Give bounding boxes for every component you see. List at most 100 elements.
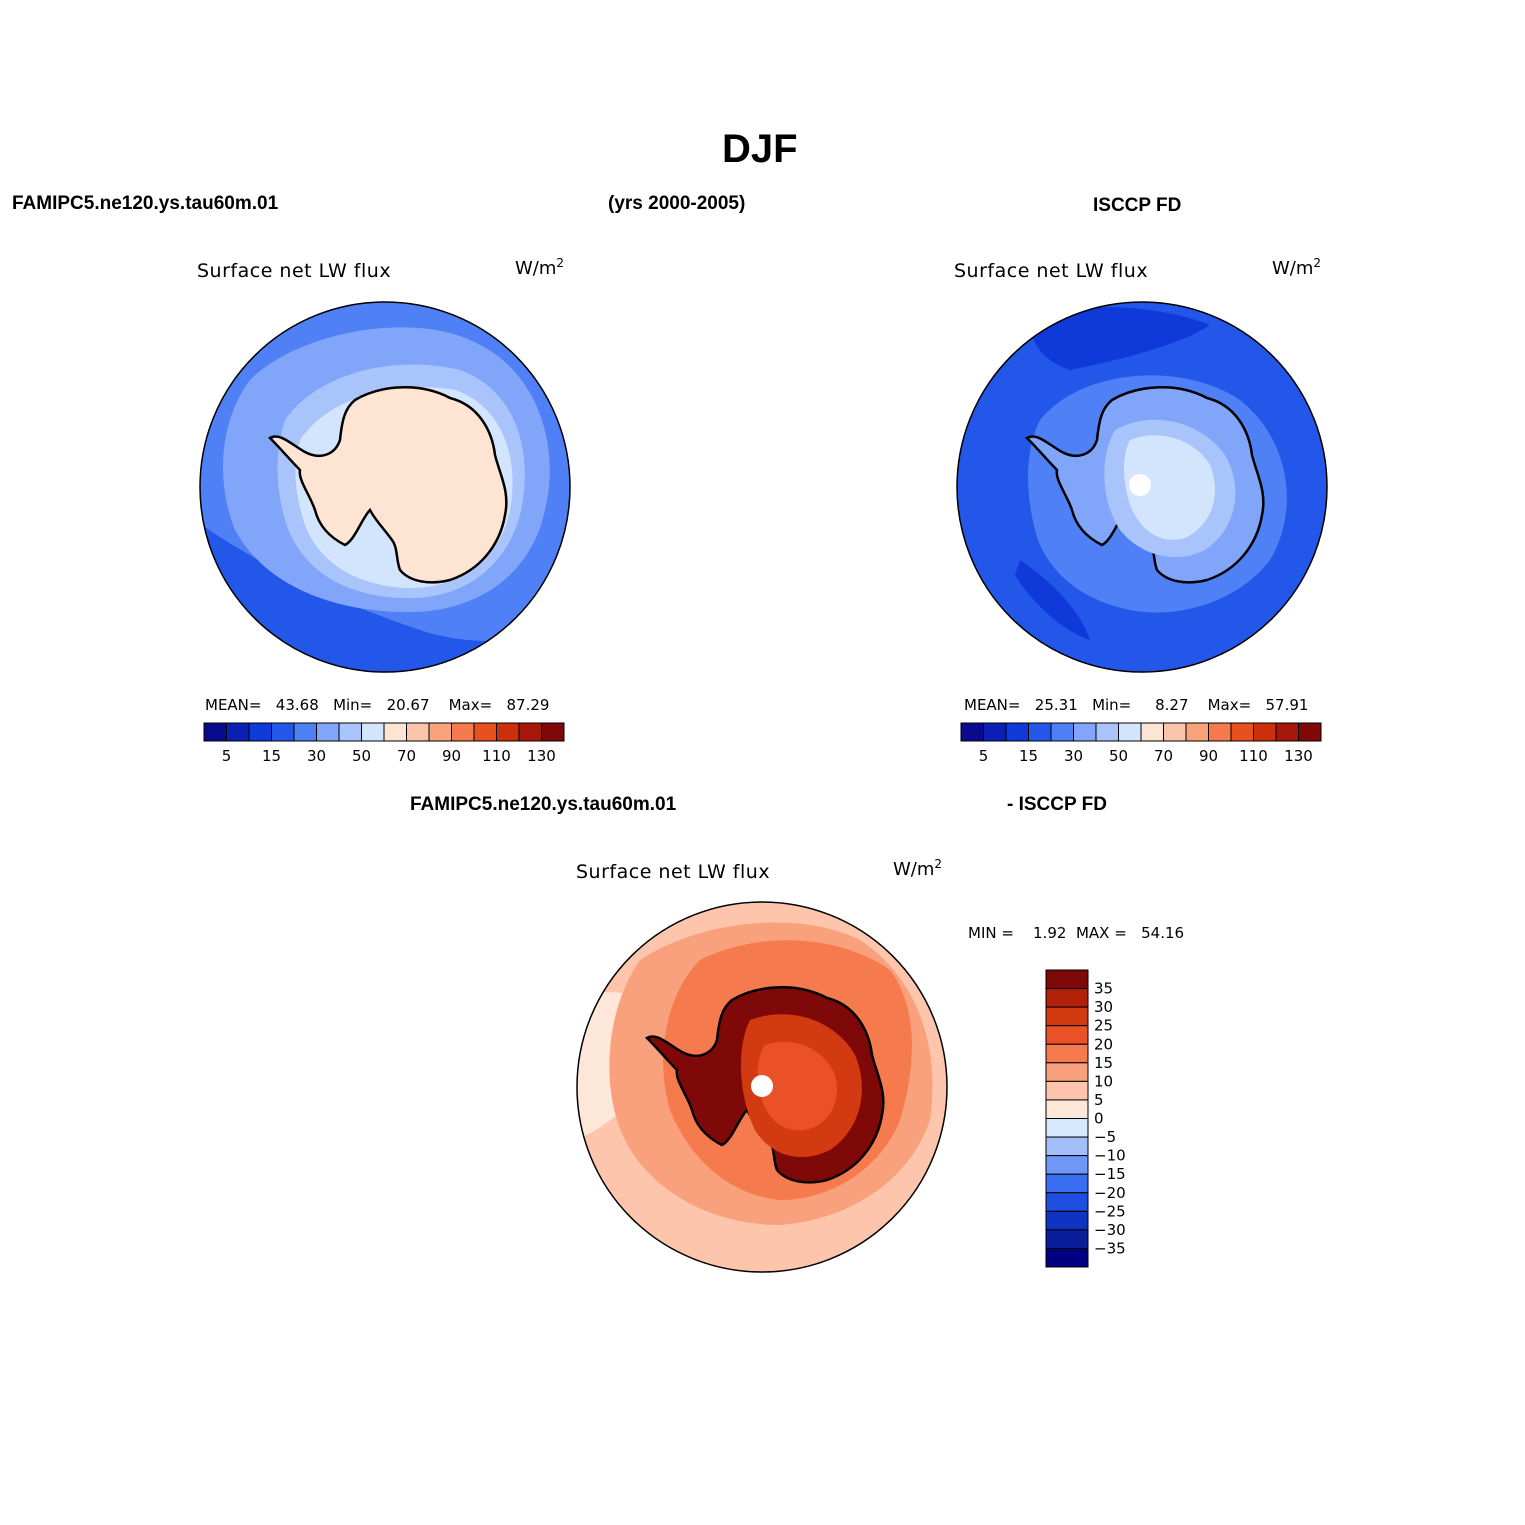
colorbar-model-cell <box>226 722 250 742</box>
colorbar-obs-cell <box>1118 722 1142 742</box>
colorbar-obs-cell <box>1005 722 1029 742</box>
map-model-darker-ocean <box>200 520 570 672</box>
colorbar-model-cell <box>541 722 565 742</box>
colorbar-diff-tick-label: −5 <box>1094 1128 1116 1146</box>
colorbar-diff-tick-label: −20 <box>1094 1184 1126 1202</box>
panel-obs-units: W/m2 <box>1272 256 1322 279</box>
colorbar-obs-cell <box>960 722 984 742</box>
colorbar-obs-cell <box>1253 722 1277 742</box>
colorbar-diff-cell <box>1045 1136 1089 1157</box>
years-label: (yrs 2000-2005) <box>608 193 746 214</box>
colorbar-model-cell <box>473 722 497 742</box>
colorbar-diff-tick-label: 5 <box>1094 1091 1104 1109</box>
colorbar-diff-tick-label: 20 <box>1094 1035 1113 1053</box>
map-diff <box>576 901 948 1273</box>
map-diff-polar-plateau <box>757 1041 837 1131</box>
colorbar-obs-tick-label: 70 <box>1154 747 1173 765</box>
colorbar-obs-cell <box>1185 722 1209 742</box>
colorbar-diff-tick-label: −15 <box>1094 1165 1126 1183</box>
colorbar-model-tick-label: 70 <box>397 747 416 765</box>
colorbar-diff-cell <box>1045 969 1089 990</box>
panel-model-stats: MEAN= 43.68 Min= 20.67 Max= 87.29 <box>205 696 550 714</box>
colorbar-obs: 5 15 30 50 70 90 110 130 <box>960 722 1322 765</box>
colorbar-diff-cell <box>1045 1155 1089 1175</box>
panel-diff-units: W/m2 <box>893 857 943 880</box>
colorbar-diff-cell <box>1045 1099 1089 1119</box>
diff-model-label: FAMIPC5.ne120.ys.tau60m.01 <box>410 794 677 815</box>
colorbar-obs-tick-label: 50 <box>1109 747 1128 765</box>
colorbar-model-tick-label: 5 <box>222 747 232 765</box>
colorbar-model-tick-label: 130 <box>527 747 556 765</box>
colorbar-obs-cell <box>1208 722 1232 742</box>
colorbar-model-tick-label: 30 <box>307 747 326 765</box>
colorbar-obs-tick-label: 130 <box>1284 747 1313 765</box>
colorbar-model-tick-label: 15 <box>262 747 281 765</box>
colorbar-model-cell <box>248 722 272 742</box>
colorbar-model-cell <box>451 722 475 742</box>
colorbar-obs-cell <box>1073 722 1097 742</box>
colorbar-model-cell <box>203 722 227 742</box>
colorbar-model-tick-label: 110 <box>482 747 511 765</box>
panel-obs-stats: MEAN= 25.31 Min= 8.27 Max= 57.91 <box>964 696 1309 714</box>
colorbar-diff-tick-label: −25 <box>1094 1202 1126 1220</box>
colorbar-obs-tick-label: 30 <box>1064 747 1083 765</box>
panel-diff-stats: MIN = 1.92 MAX = 54.16 <box>968 924 1185 942</box>
colorbar-diff-cell <box>1045 1247 1089 1268</box>
colorbar-model-cell <box>361 722 385 742</box>
colorbar-model-cell <box>338 722 362 742</box>
panel-obs-title: Surface net LW flux <box>954 260 1149 282</box>
colorbar-diff-cell <box>1045 988 1089 1008</box>
obs-label: ISCCP FD <box>1093 195 1182 216</box>
map-diff-pole-hole <box>751 1075 773 1097</box>
colorbar-diff-tick-label: 25 <box>1094 1017 1113 1035</box>
map-obs-boundary <box>956 301 1328 673</box>
colorbar-obs-cell <box>983 722 1007 742</box>
colorbar-diff-tick-label: 0 <box>1094 1110 1104 1128</box>
colorbar-diff-cell <box>1045 1006 1089 1027</box>
map-obs-pole-hole <box>1129 474 1151 496</box>
colorbar-diff-cell <box>1045 1062 1089 1082</box>
map-obs-dark-patch-south <box>1015 560 1090 640</box>
colorbar-diff-tick-label: −30 <box>1094 1221 1126 1239</box>
colorbar-obs-tick-label: 5 <box>979 747 989 765</box>
colorbar-model-cell <box>518 722 542 742</box>
colorbar-diff-cell <box>1045 1080 1089 1101</box>
map-model <box>199 301 571 673</box>
colorbar-model-tick-label: 90 <box>442 747 461 765</box>
colorbar-obs-cell <box>1140 722 1164 742</box>
panel-diff-title: Surface net LW flux <box>576 861 771 883</box>
panel-model-title: Surface net LW flux <box>197 260 392 282</box>
colorbar-model-cell <box>271 722 295 742</box>
colorbar-diff-tick-label: 10 <box>1094 1072 1113 1090</box>
colorbar-diff-tick-label: −10 <box>1094 1147 1126 1165</box>
colorbar-diff-cell <box>1045 1173 1089 1194</box>
map-model-antarctica-land <box>267 386 508 584</box>
model-case-label: FAMIPC5.ne120.ys.tau60m.01 <box>12 193 279 214</box>
figure-title: DJF <box>722 127 798 171</box>
colorbar-model-cell <box>496 722 520 742</box>
colorbar-obs-tick-label: 110 <box>1239 747 1268 765</box>
colorbar-model-tick-label: 50 <box>352 747 371 765</box>
diff-obs-label: - ISCCP FD <box>1007 794 1107 815</box>
colorbar-diff-cell <box>1045 1210 1089 1231</box>
map-diff-boundary <box>576 901 948 1273</box>
colorbar-model-cell <box>293 722 317 742</box>
colorbar-obs-cell <box>1095 722 1119 742</box>
colorbar-diff-tick-label: 35 <box>1094 980 1113 998</box>
colorbar-obs-cell <box>1050 722 1074 742</box>
colorbar-obs-tick-label: 15 <box>1019 747 1038 765</box>
panel-model-units: W/m2 <box>515 256 565 279</box>
map-obs <box>956 301 1328 673</box>
colorbar-model: 5 15 30 50 70 90 110 130 <box>203 722 565 765</box>
colorbar-obs-cell <box>1230 722 1254 742</box>
colorbar-model-cell <box>428 722 452 742</box>
colorbar-model-cell <box>406 722 430 742</box>
colorbar-model-cell <box>383 722 407 742</box>
colorbar-diff-tick-label: −35 <box>1094 1239 1126 1257</box>
map-model-boundary <box>199 301 571 673</box>
colorbar-obs-cell <box>1163 722 1187 742</box>
colorbar-diff-cell <box>1045 1118 1089 1138</box>
colorbar-diff-tick-label: 15 <box>1094 1054 1113 1072</box>
